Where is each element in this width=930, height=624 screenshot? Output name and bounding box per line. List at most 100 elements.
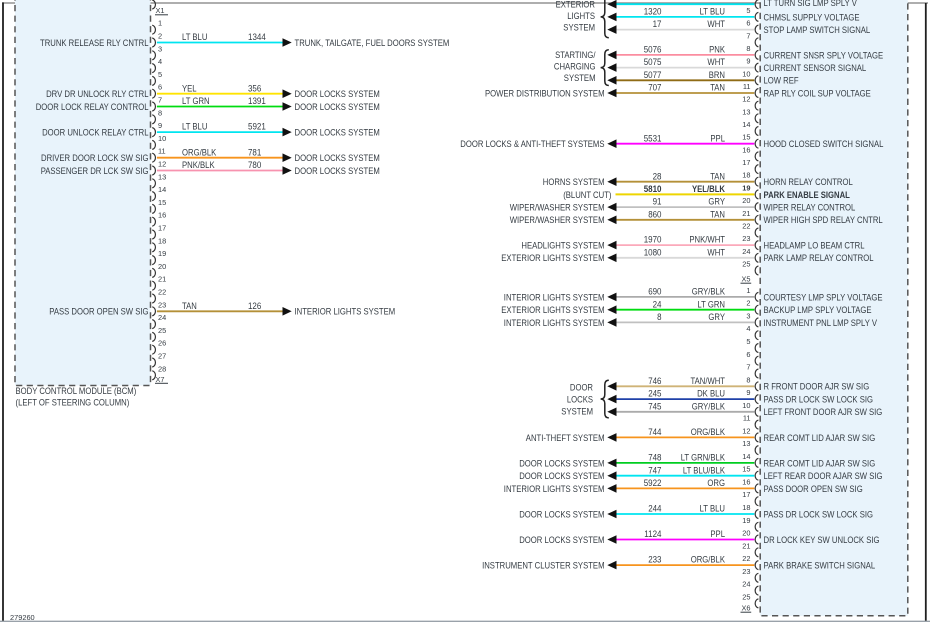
- svg-text:WIPER/WASHER SYSTEM: WIPER/WASHER SYSTEM: [510, 215, 605, 226]
- svg-text:28: 28: [653, 171, 662, 182]
- svg-text:14: 14: [158, 185, 166, 194]
- svg-text:356: 356: [248, 83, 261, 94]
- svg-text:5921: 5921: [248, 122, 266, 133]
- svg-text:15: 15: [742, 465, 750, 474]
- svg-text:13: 13: [742, 107, 750, 116]
- svg-text:24: 24: [742, 580, 750, 589]
- svg-text:LOCKS: LOCKS: [567, 395, 593, 406]
- svg-text:10: 10: [742, 401, 750, 410]
- svg-text:18: 18: [742, 171, 750, 180]
- svg-text:17: 17: [653, 19, 662, 30]
- svg-text:11: 11: [743, 414, 751, 423]
- svg-text:9: 9: [746, 57, 750, 66]
- svg-text:745: 745: [648, 401, 661, 412]
- svg-text:CHARGING: CHARGING: [554, 61, 596, 72]
- svg-text:5075: 5075: [644, 57, 662, 68]
- svg-text:1124: 1124: [644, 529, 662, 540]
- svg-text:INTERIOR LIGHTS SYSTEM: INTERIOR LIGHTS SYSTEM: [504, 318, 605, 329]
- svg-text:PARK ENABLE SIGNAL: PARK ENABLE SIGNAL: [764, 190, 851, 201]
- svg-text:5: 5: [746, 6, 750, 15]
- svg-text:22: 22: [742, 222, 750, 231]
- svg-text:16: 16: [742, 145, 750, 154]
- svg-text:HEADLIGHTS SYSTEM: HEADLIGHTS SYSTEM: [521, 241, 604, 252]
- svg-text:HORNS SYSTEM: HORNS SYSTEM: [543, 177, 605, 188]
- svg-text:11: 11: [158, 147, 166, 156]
- svg-text:DK BLU: DK BLU: [697, 389, 725, 400]
- svg-text:18: 18: [742, 503, 750, 512]
- svg-text:TAN: TAN: [710, 171, 725, 182]
- svg-text:780: 780: [248, 160, 261, 171]
- svg-text:10: 10: [158, 134, 166, 143]
- svg-text:DOOR LOCKS SYSTEM: DOOR LOCKS SYSTEM: [519, 535, 604, 546]
- svg-text:CURRENT SENSOR SIGNAL: CURRENT SENSOR SIGNAL: [764, 63, 867, 74]
- svg-text:LIGHTS: LIGHTS: [567, 11, 595, 22]
- svg-text:GRY: GRY: [708, 197, 725, 208]
- svg-text:PASS DOOR OPEN SW SIG: PASS DOOR OPEN SW SIG: [49, 307, 148, 318]
- svg-text:24: 24: [653, 299, 662, 310]
- svg-text:ORG/BLK: ORG/BLK: [691, 427, 726, 438]
- svg-text:SYSTEM: SYSTEM: [564, 73, 596, 84]
- svg-text:14: 14: [742, 452, 750, 461]
- svg-text:WHT: WHT: [707, 247, 725, 258]
- svg-text:COURTESY LMP SPLY VOLTAGE: COURTESY LMP SPLY VOLTAGE: [764, 292, 883, 303]
- svg-text:4: 4: [158, 57, 162, 66]
- svg-text:2: 2: [158, 32, 162, 41]
- svg-text:DOOR LOCKS SYSTEM: DOOR LOCKS SYSTEM: [295, 128, 380, 139]
- svg-text:ORG/BLK: ORG/BLK: [691, 555, 726, 566]
- svg-text:21: 21: [742, 541, 750, 550]
- svg-text:ORG: ORG: [707, 478, 725, 489]
- svg-text:DOOR: DOOR: [570, 383, 593, 394]
- svg-text:STARTING/: STARTING/: [555, 50, 596, 61]
- svg-text:PPL: PPL: [710, 529, 725, 540]
- svg-text:LT BLU: LT BLU: [700, 7, 725, 18]
- svg-text:707: 707: [648, 83, 661, 94]
- svg-text:12: 12: [742, 95, 750, 104]
- svg-text:TAN: TAN: [710, 209, 725, 220]
- svg-text:DOOR LOCKS & ANTI-THEFT SYSTEM: DOOR LOCKS & ANTI-THEFT SYSTEMS: [460, 139, 604, 150]
- svg-text:690: 690: [648, 287, 661, 298]
- svg-text:6: 6: [746, 19, 750, 28]
- svg-text:YEL: YEL: [182, 83, 197, 94]
- svg-text:EXTERIOR LIGHTS SYSTEM: EXTERIOR LIGHTS SYSTEM: [501, 305, 604, 316]
- svg-text:INTERIOR LIGHTS SYSTEM: INTERIOR LIGHTS SYSTEM: [504, 484, 605, 495]
- svg-text:233: 233: [648, 555, 661, 566]
- svg-text:25: 25: [742, 592, 750, 601]
- svg-text:LT BLU: LT BLU: [182, 32, 207, 43]
- svg-text:INTERIOR LIGHTS SYSTEM: INTERIOR LIGHTS SYSTEM: [504, 292, 605, 303]
- svg-text:5922: 5922: [644, 478, 662, 489]
- svg-text:TAN/WHT: TAN/WHT: [691, 376, 726, 387]
- svg-text:15: 15: [742, 133, 750, 142]
- svg-text:DOOR LOCKS SYSTEM: DOOR LOCKS SYSTEM: [295, 89, 380, 100]
- svg-text:20: 20: [158, 262, 166, 271]
- svg-text:X6: X6: [741, 604, 750, 613]
- svg-text:22: 22: [742, 554, 750, 563]
- svg-text:DOOR LOCKS SYSTEM: DOOR LOCKS SYSTEM: [519, 458, 604, 469]
- svg-text:DOOR LOCKS SYSTEM: DOOR LOCKS SYSTEM: [295, 153, 380, 164]
- svg-text:DOOR LOCK RELAY CONTROL: DOOR LOCK RELAY CONTROL: [36, 102, 149, 113]
- svg-text:1080: 1080: [644, 247, 662, 258]
- svg-text:17: 17: [158, 224, 166, 233]
- svg-text:6: 6: [746, 350, 750, 359]
- svg-text:YEL/BLK: YEL/BLK: [692, 184, 725, 195]
- svg-text:CURRENT SNSR SPLY VOLTAGE: CURRENT SNSR SPLY VOLTAGE: [764, 50, 884, 61]
- svg-text:TRUNK RELEASE RLY CNTRL: TRUNK RELEASE RLY CNTRL: [40, 38, 149, 49]
- svg-text:13: 13: [742, 439, 750, 448]
- svg-text:1344: 1344: [248, 32, 266, 43]
- svg-text:26: 26: [158, 339, 166, 348]
- svg-text:6: 6: [158, 83, 162, 92]
- svg-text:LT GRN/BLK: LT GRN/BLK: [681, 453, 726, 464]
- svg-text:LEFT REAR DOOR AJAR SW SIG: LEFT REAR DOOR AJAR SW SIG: [764, 471, 883, 482]
- svg-text:5531: 5531: [644, 133, 662, 144]
- svg-text:5076: 5076: [644, 45, 662, 56]
- svg-text:13: 13: [158, 172, 166, 181]
- svg-text:LOW REF: LOW REF: [764, 76, 799, 87]
- svg-text:4: 4: [746, 324, 750, 333]
- svg-text:5077: 5077: [644, 70, 662, 81]
- svg-text:DOOR LOCKS SYSTEM: DOOR LOCKS SYSTEM: [519, 509, 604, 520]
- svg-text:23: 23: [742, 234, 750, 243]
- svg-text:7: 7: [746, 31, 750, 40]
- svg-text:9: 9: [158, 121, 162, 130]
- svg-text:24: 24: [742, 247, 750, 256]
- svg-text:DOOR LOCKS SYSTEM: DOOR LOCKS SYSTEM: [295, 166, 380, 177]
- svg-text:GRY/BLK: GRY/BLK: [692, 401, 726, 412]
